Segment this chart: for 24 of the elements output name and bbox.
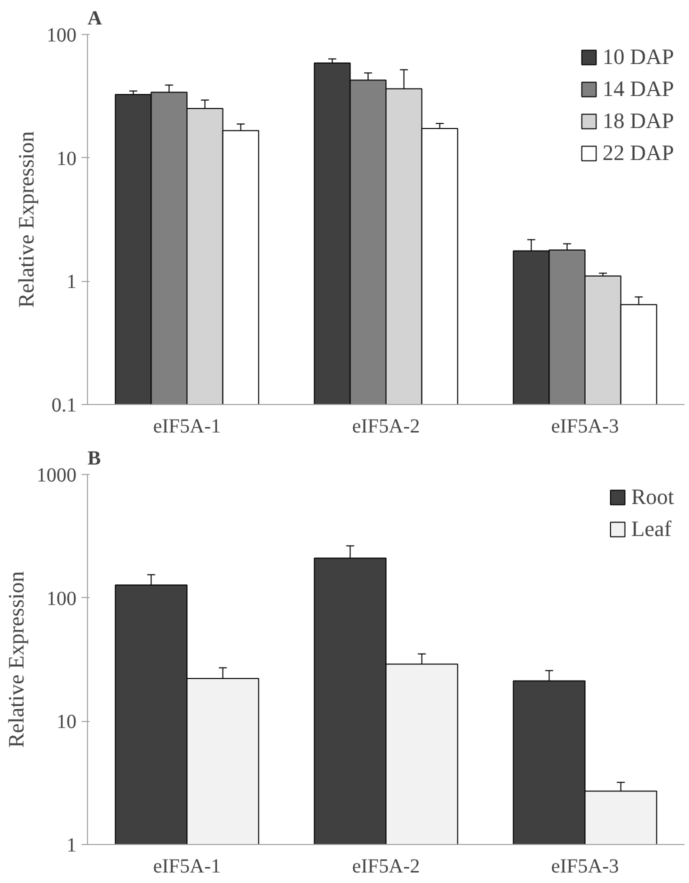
y-tick-label: 10: [56, 711, 76, 734]
x-tick-label: eIF5A-1: [153, 856, 221, 878]
x-tick-label: eIF5A-1: [153, 416, 221, 438]
legend-label: Root: [631, 484, 674, 510]
x-tick-label: eIF5A-3: [551, 416, 619, 438]
chart-title: A: [88, 8, 102, 30]
y-tick-label: 0.1: [52, 394, 76, 416]
x-tick-label: eIF5A-2: [352, 416, 420, 438]
legend-label: 22 DAP: [602, 140, 674, 166]
x-tick-label: eIF5A-2: [352, 856, 420, 878]
legend-label: 10 DAP: [602, 44, 674, 70]
y-tick-label: 10: [56, 148, 76, 170]
x-tick-label: eIF5A-3: [551, 856, 619, 878]
legend-label: Leaf: [631, 516, 672, 542]
y-axis-title: Relative Expression: [4, 571, 28, 748]
y-tick-label: 100: [46, 588, 76, 610]
y-axis-title: Relative Expression: [14, 131, 38, 308]
legend-label: 18 DAP: [602, 108, 674, 134]
y-tick-label: 1: [66, 834, 76, 856]
y-tick-label: 1: [66, 271, 76, 294]
chart-title: B: [88, 448, 101, 470]
y-tick-label: 100: [46, 24, 76, 46]
y-tick-label: 1000: [36, 464, 76, 486]
legend-label: 14 DAP: [602, 76, 674, 102]
